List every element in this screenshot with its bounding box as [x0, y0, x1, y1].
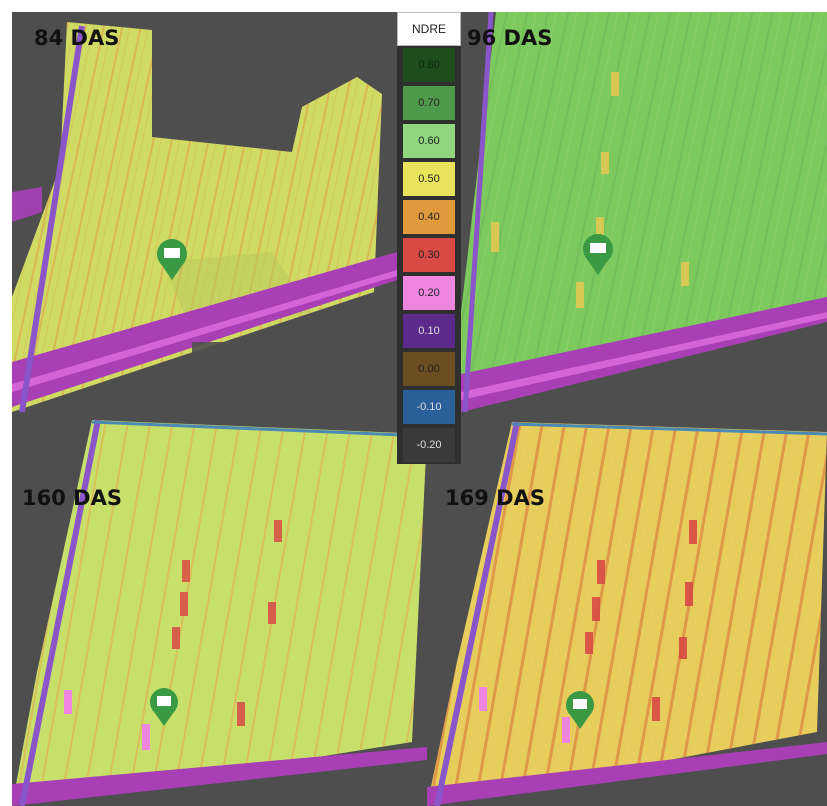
map-image: [12, 12, 397, 412]
panel-label: 169 DAS: [445, 486, 545, 510]
legend-row: 0.30: [397, 236, 461, 274]
map-image: [461, 12, 827, 412]
map-panel-96-das: 96 DAS: [461, 12, 827, 412]
map-panel-160-das: 160 DAS: [12, 412, 427, 806]
legend-value: 0.00: [418, 363, 440, 375]
legend-row: 0.60: [397, 122, 461, 160]
legend-swatch: 0.50: [403, 162, 455, 196]
legend-row: 0.50: [397, 160, 461, 198]
legend-row: -0.10: [397, 388, 461, 426]
legend-value: 0.40: [418, 211, 440, 223]
legend-value: 0.50: [418, 173, 440, 185]
legend-value: 0.10: [418, 325, 440, 337]
legend-row: 0.20: [397, 274, 461, 312]
panel-label: 84 DAS: [34, 26, 120, 50]
map-image: [427, 412, 827, 806]
legend-title: NDRE: [397, 12, 461, 46]
legend-value: 0.20: [418, 287, 440, 299]
legend-value: 0.80: [418, 59, 440, 71]
legend-swatch: 0.30: [403, 238, 455, 272]
legend-swatch: 0.10: [403, 314, 455, 348]
legend-swatch: 0.00: [403, 352, 455, 386]
legend-swatch: 0.60: [403, 124, 455, 158]
legend-value: -0.20: [416, 439, 442, 451]
legend-row: 0.10: [397, 312, 461, 350]
legend-value: 0.60: [418, 135, 440, 147]
legend-swatch: 0.20: [403, 276, 455, 310]
map-image: [12, 412, 427, 806]
legend-row: 0.70: [397, 84, 461, 122]
legend-row: -0.20: [397, 426, 461, 464]
legend-row: 0.80: [397, 46, 461, 84]
legend-swatch: 0.40: [403, 200, 455, 234]
ndre-legend: NDRE 0.80 0.70 0.60 0.50 0.40 0.30 0.20 0.10 0.0…: [397, 12, 461, 464]
panel-label: 96 DAS: [467, 26, 553, 50]
legend-swatch: 0.80: [403, 48, 455, 82]
map-panel-169-das: 169 DAS: [427, 412, 827, 806]
legend-scale: 0.80 0.70 0.60 0.50 0.40 0.30 0.20 0.10 0.00 -0.1…: [397, 46, 461, 464]
legend-row: 0.40: [397, 198, 461, 236]
legend-value: -0.10: [416, 401, 442, 413]
map-panel-84-das: 84 DAS: [12, 12, 397, 412]
legend-swatch: 0.70: [403, 86, 455, 120]
legend-value: 0.70: [418, 97, 440, 109]
legend-swatch: -0.10: [403, 390, 455, 424]
legend-row: 0.00: [397, 350, 461, 388]
legend-swatch: -0.20: [403, 428, 455, 462]
panel-label: 160 DAS: [22, 486, 122, 510]
legend-value: 0.30: [418, 249, 440, 261]
